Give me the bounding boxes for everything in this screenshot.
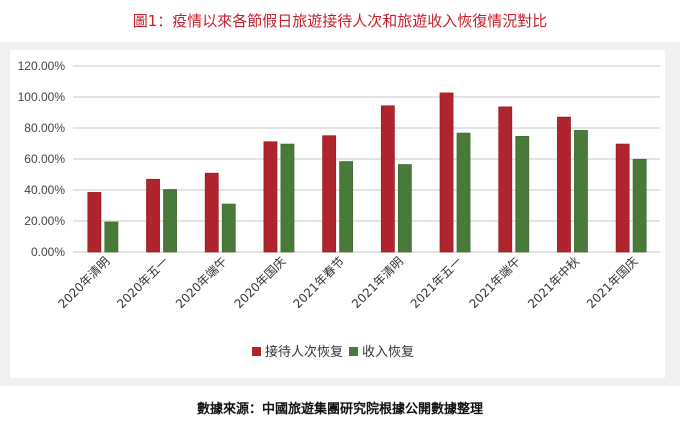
bar-revenue (104, 221, 119, 253)
legend-swatch (252, 347, 261, 356)
bar-revenue (221, 203, 236, 253)
chart-area (10, 50, 665, 378)
bar-visitors (322, 135, 337, 253)
y-tick-label: 80.00% (24, 121, 65, 135)
bar-revenue (339, 161, 354, 253)
bar-visitors (146, 178, 160, 253)
y-tick-label: 20.00% (24, 214, 65, 228)
x-tick-label: 2021年端午 (466, 254, 523, 311)
bar-revenue (632, 158, 647, 253)
legend-swatch (349, 347, 358, 356)
x-tick-label: 2021年清明 (349, 254, 406, 311)
bar-visitors (380, 105, 395, 253)
x-tick-label: 2021年五一 (408, 254, 465, 311)
y-tick-label: 60.00% (24, 152, 65, 166)
x-tick-label: 2020年清明 (56, 254, 113, 311)
y-tick-label: 0.00% (31, 245, 65, 259)
legend-label: 收入恢复 (362, 345, 414, 360)
bar-revenue (163, 189, 177, 253)
legend-label: 接待人次恢复 (265, 344, 343, 360)
y-tick-label: 40.00% (24, 183, 65, 197)
x-tick-label: 2020年国庆 (232, 254, 289, 311)
x-tick-label: 2020年端午 (173, 254, 230, 311)
x-tick-label: 2020年五一 (114, 254, 171, 311)
y-tick-label: 120.00% (18, 59, 66, 73)
bar-visitors (87, 192, 102, 253)
x-tick-label: 2021年中秋 (524, 254, 582, 312)
bar-visitors (439, 92, 454, 253)
bar-visitors (557, 116, 571, 253)
x-tick-label: 2021年国庆 (584, 254, 641, 311)
bar-visitors (263, 141, 278, 253)
bar-visitors (498, 106, 513, 253)
bar-revenue (574, 130, 588, 253)
y-tick-label: 100.00% (18, 90, 66, 104)
bar-revenue (397, 164, 412, 253)
bar-visitors (615, 143, 630, 253)
source-note: 數據來源：中國旅遊集團研究院根據公開數據整理 (196, 402, 483, 417)
bar-revenue (515, 135, 530, 253)
x-tick-label: 2021年春节 (290, 254, 347, 311)
chart-title: 圖1：疫情以來各節假日旅遊接待人次和旅遊收入恢復情況對比 (132, 12, 548, 30)
bar-revenue (280, 143, 295, 253)
bar-visitors (204, 172, 219, 253)
bar-revenue (456, 132, 471, 253)
